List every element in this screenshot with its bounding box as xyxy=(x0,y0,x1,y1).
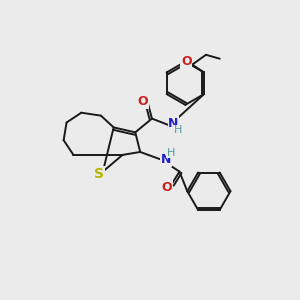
Text: H: H xyxy=(174,125,183,135)
Text: O: O xyxy=(161,181,172,194)
Text: O: O xyxy=(181,55,192,68)
Text: H: H xyxy=(167,148,175,158)
Text: N: N xyxy=(160,153,171,166)
Text: O: O xyxy=(138,95,148,108)
Text: S: S xyxy=(94,167,104,181)
Text: N: N xyxy=(168,117,179,130)
